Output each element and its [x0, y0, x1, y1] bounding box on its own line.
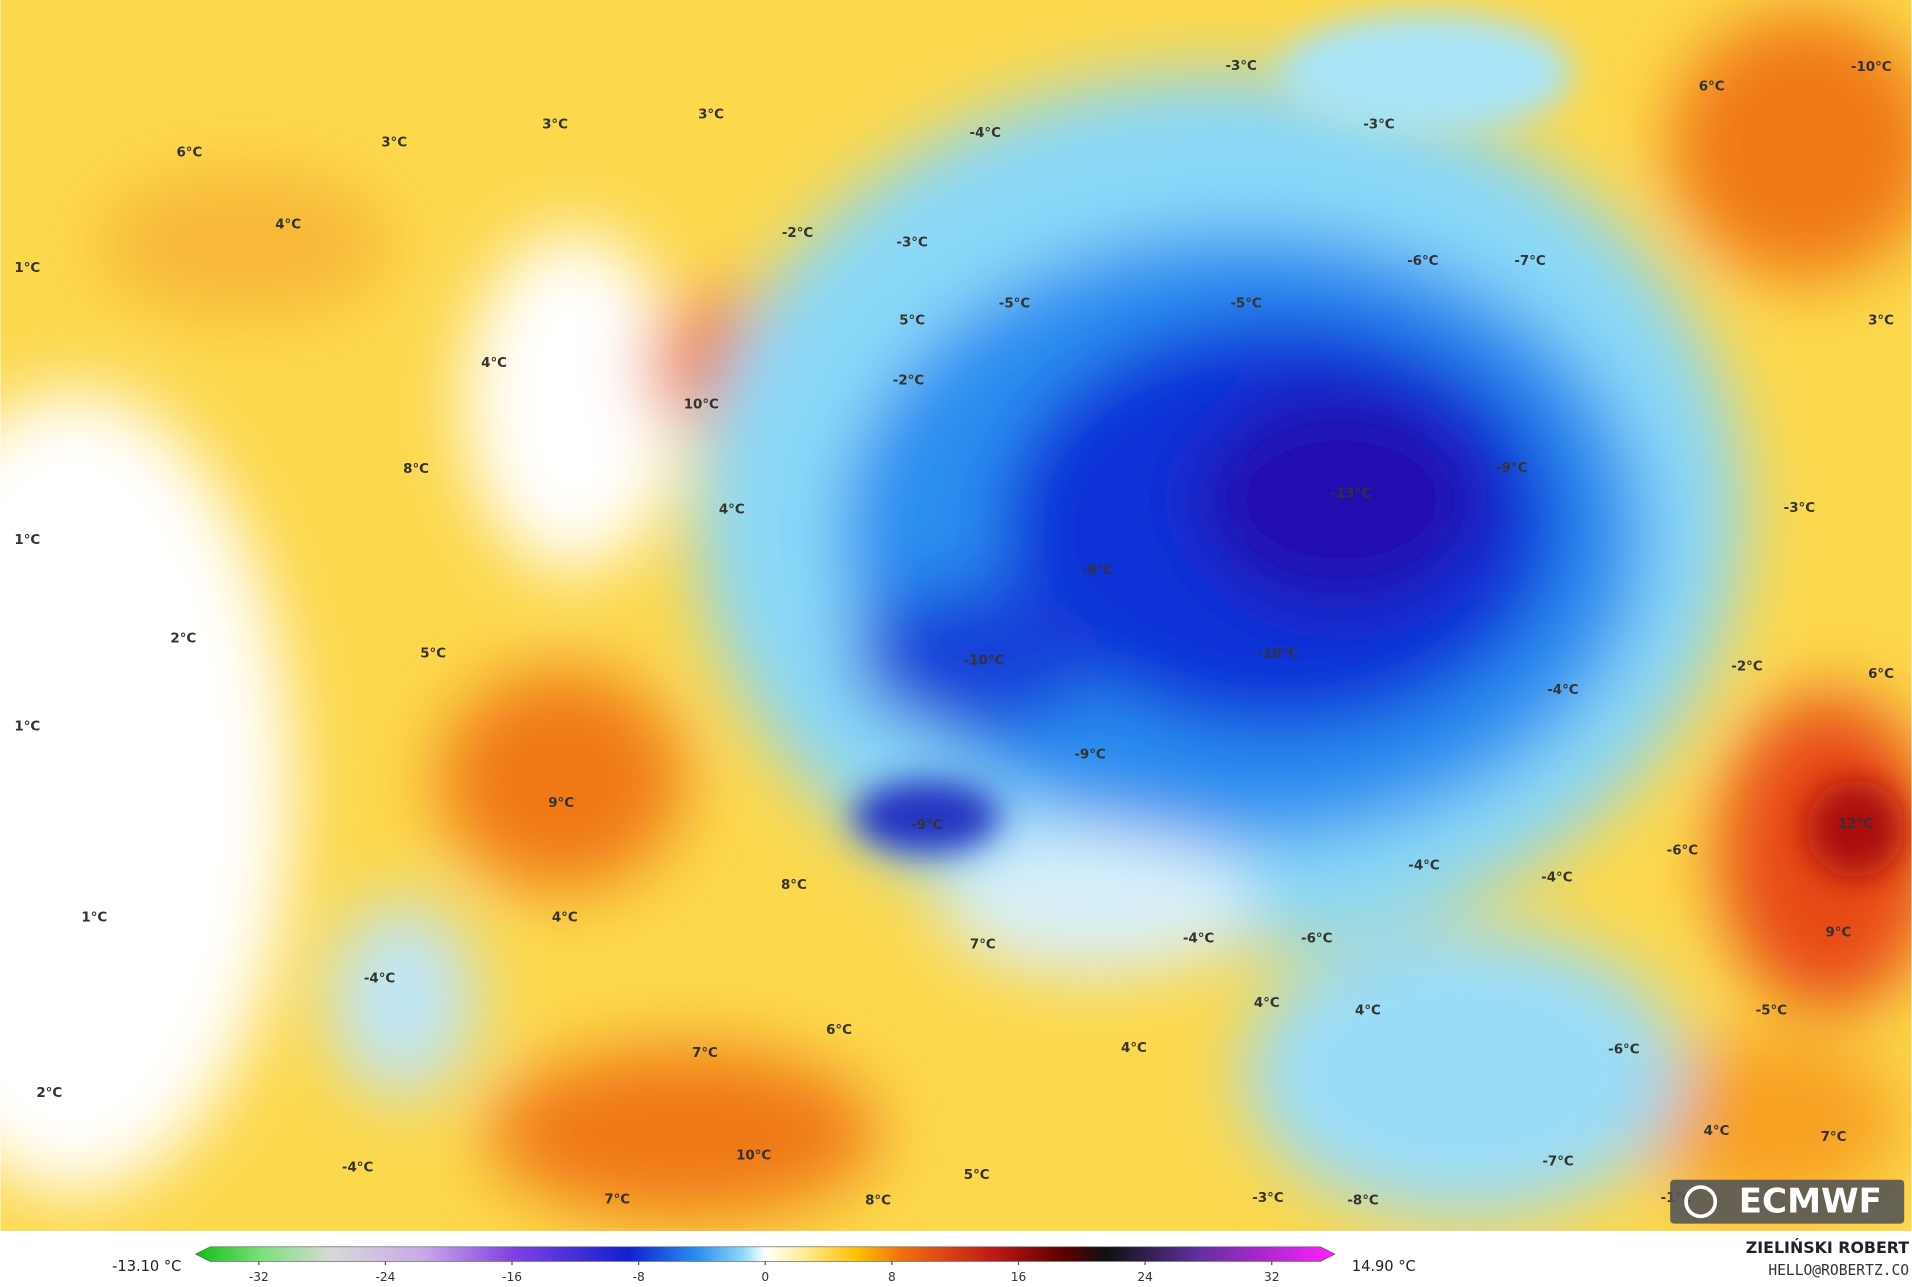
colorbar-min-label: -13.10 °C	[112, 1258, 181, 1275]
temperature-label: -2°C	[1731, 660, 1762, 675]
temperature-label: 2°C	[170, 632, 196, 647]
temperature-label: 8°C	[865, 1193, 891, 1208]
temperature-label: -7°C	[1514, 254, 1545, 269]
colorbar-tick-label: 24	[1137, 1270, 1153, 1284]
temperature-label: 7°C	[970, 938, 996, 953]
logo-box	[1670, 1179, 1905, 1224]
temperature-label: -2°C	[782, 226, 813, 241]
temperature-label: -5°C	[999, 296, 1030, 311]
temperature-label: 7°C	[604, 1192, 630, 1207]
contact: HELLO@ROBERTZ.CO	[1768, 1262, 1909, 1279]
temperature-label: 7°C	[1821, 1130, 1847, 1145]
temperature-label: 1°C	[14, 261, 40, 276]
temperature-field	[0, 0, 1912, 1231]
logo-icon	[1684, 1185, 1718, 1219]
colorbar-tick-label: -8	[633, 1270, 645, 1284]
temperature-label: 9°C	[1825, 925, 1851, 940]
temperature-label: -8°C	[1347, 1193, 1378, 1208]
temperature-label: -7°C	[1542, 1154, 1573, 1169]
temperature-label: 6°C	[826, 1023, 852, 1038]
colorbar-tick-label: 16	[1011, 1270, 1027, 1284]
temperature-label: -4°C	[1408, 858, 1439, 873]
temperature-label: 8°C	[403, 462, 429, 477]
temperature-label: 4°C	[719, 502, 745, 517]
temperature-label: -2°C	[893, 373, 924, 388]
temperature-label: -3°C	[1252, 1191, 1283, 1206]
temperature-labels: 3°C 3°C 3°C 6°C 4°C 1°C -2°C -3°C -4°C -3°C -3°C -6…	[14, 59, 1894, 1209]
temperature-label: -10°C	[1257, 646, 1298, 661]
temperature-label: -4°C	[1541, 871, 1572, 886]
temperature-label: 3°C	[698, 108, 724, 123]
colorbar-ticks: -32 -24 -16 -8 0 8 16 24 32	[249, 1261, 1280, 1284]
temperature-label: 2°C	[36, 1086, 62, 1101]
colorbar-max-label: 14.90 °C	[1352, 1258, 1416, 1275]
temperature-label: -9°C	[1074, 747, 1105, 762]
temperature-label: 3°C	[381, 136, 407, 151]
temperature-label: 1°C	[81, 911, 107, 926]
colorbar-tick-label: 8	[888, 1270, 896, 1284]
temperature-label: -3°C	[1225, 59, 1256, 74]
temperature-label: -3°C	[1784, 501, 1815, 516]
temperature-label: 5°C	[420, 646, 446, 661]
temperature-label: -13°C	[1331, 487, 1372, 502]
temperature-label: -4°C	[364, 972, 395, 987]
temperature-label: 8°C	[781, 878, 807, 893]
temperature-label: -5°C	[1230, 296, 1261, 311]
temperature-label: 3°C	[1868, 314, 1894, 329]
colorbar-tick-label: -24	[375, 1270, 395, 1284]
temperature-label: 9°C	[548, 796, 574, 811]
temperature-label: -4°C	[1183, 931, 1214, 946]
temperature-label: 4°C	[552, 911, 578, 926]
temperature-label: -6°C	[1667, 844, 1698, 859]
colorbar-tick-label: -32	[249, 1270, 269, 1284]
colorbar	[194, 1246, 1336, 1262]
temperature-label: -6°C	[1301, 931, 1332, 946]
temperature-label: 4°C	[1254, 996, 1280, 1011]
temperature-label: 12°C	[1838, 817, 1873, 832]
temperature-label: 1°C	[14, 719, 40, 734]
temperature-label: -9°C	[911, 818, 942, 833]
temperature-label: -3°C	[1363, 117, 1394, 132]
temperature-label: 6°C	[1699, 80, 1725, 95]
temperature-label: -5°C	[1756, 1003, 1787, 1018]
logo-text: ECMWF	[1739, 1181, 1882, 1221]
temperature-label: -6°C	[1407, 254, 1438, 269]
temperature-label: 4°C	[1121, 1041, 1147, 1056]
temperature-label: 5°C	[964, 1168, 990, 1183]
colorbar-tick-label: -16	[502, 1270, 522, 1284]
temperature-label: -3°C	[896, 236, 927, 251]
temperature-label: 10°C	[684, 398, 719, 413]
temperature-label: -4°C	[970, 126, 1001, 141]
colorbar-tick-label: 32	[1264, 1270, 1280, 1284]
temperature-label: -4°C	[1547, 683, 1578, 698]
author: ZIELIŃSKI ROBERT	[1746, 1238, 1909, 1257]
temperature-label: 7°C	[692, 1046, 718, 1061]
temperature-label: 4°C	[1704, 1124, 1730, 1139]
temperature-label: -6°C	[1608, 1042, 1639, 1057]
temperature-label: 4°C	[481, 356, 507, 371]
temperature-label: -10°C	[1851, 60, 1892, 75]
temperature-label: -10°C	[964, 654, 1005, 669]
temperature-label: -4°C	[342, 1161, 373, 1176]
temperature-label: 10°C	[736, 1148, 771, 1163]
temperature-label: 6°C	[1868, 667, 1894, 682]
temperature-label: 3°C	[542, 117, 568, 132]
temperature-label: 1°C	[14, 533, 40, 548]
temperature-label: -9°C	[1082, 563, 1113, 578]
colorbar-tick-label: 0	[761, 1270, 769, 1284]
temperature-label: -9°C	[1496, 461, 1527, 476]
temperature-label: 6°C	[176, 145, 202, 160]
temperature-label: 4°C	[1355, 1003, 1381, 1018]
temperature-label: 4°C	[275, 217, 301, 232]
temperature-label: 5°C	[899, 314, 925, 329]
